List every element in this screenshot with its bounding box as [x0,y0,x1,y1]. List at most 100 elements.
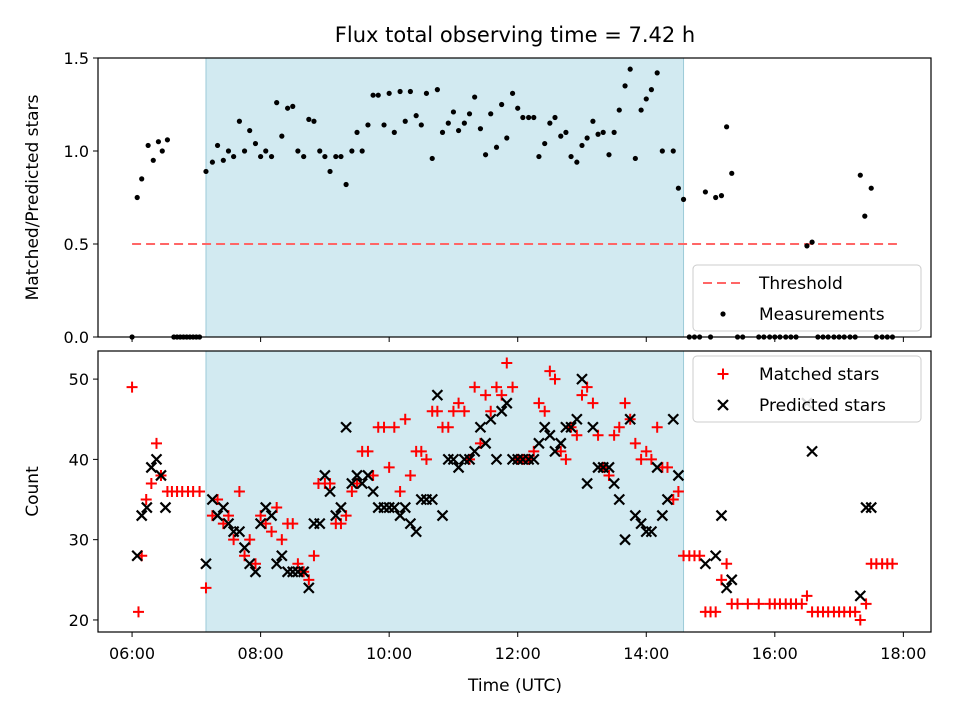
predicted-stars-point [447,453,460,466]
measurements-point [295,148,301,154]
predicted-stars-point [222,517,235,530]
measurements-point [702,189,708,195]
predicted-stars-point [399,501,412,514]
matched-stars-point [276,534,288,546]
predicted-stars-point [259,501,272,514]
matched-stars-point [608,429,620,441]
y-tick-label: 0.5 [64,235,89,254]
predicted-stars-point [709,549,722,562]
matched-stars-point [228,534,240,546]
y-tick-label: 20 [69,611,89,630]
matched-stars-point [672,486,684,497]
matched-stars-point [507,381,519,393]
predicted-stars-point [452,461,465,474]
measurements-point [868,185,874,191]
measurements-point [145,142,151,149]
predicted-stars-point [145,461,158,474]
predicted-stars-point [715,509,728,522]
predicted-stars-point [155,469,167,482]
predicted-stars-point [356,477,368,490]
measurements-point [381,122,387,128]
predicted-stars-point [581,477,593,490]
legend: Matched stars Predicted stars [692,355,922,423]
matched-stars-point [667,494,679,506]
x-tick-label: 12:00 [495,644,541,663]
predicted-stars-point [571,413,583,426]
legend-marker-swatch [717,368,729,380]
predicted-stars-point [394,509,406,522]
x-tick-label: 14:00 [623,644,669,663]
matched-stars-point [645,453,657,465]
matched-stars-point [640,445,652,457]
matched-stars-point [415,445,427,457]
matched-stars-point [710,606,722,618]
predicted-stars-point [495,405,508,417]
predicted-stars-point [667,413,680,426]
predicted-stars-point [200,557,212,570]
matched-stars-point [742,598,754,610]
measurements-point [461,120,467,126]
measurements-point [857,172,863,178]
legend-marker-swatch [717,399,729,411]
predicted-stars-point [141,501,153,514]
predicted-stars-point [501,397,513,409]
matched-stars-point [619,397,631,409]
predicted-stars-point [388,501,401,514]
predicted-stars-point [233,525,246,538]
y-tick-label: 1.0 [64,142,89,161]
measurements-point [627,66,633,72]
matched-stars-point [388,421,400,433]
predicted-stars-point [150,453,163,466]
measurements-point [558,133,564,139]
matched-stars-point [886,558,898,570]
matched-stars-point [560,453,572,465]
x-axis-label: Time (UTC) [467,676,562,696]
predicted-stars-point [533,437,545,450]
measurements-point [515,105,521,111]
measurements-point [659,148,665,154]
measurements-point [338,153,344,160]
predicted-stars-point [211,509,224,522]
y-axis-label: Count [23,466,43,517]
matched-stars-point [383,461,395,473]
predicted-stars-point [661,493,674,506]
matched-stars-point [501,357,513,369]
predicted-stars-point [351,469,363,482]
measurements-point [526,114,532,121]
matched-stars-point [753,598,765,610]
matched-stars-point [613,421,625,433]
predicted-stars-point [249,566,262,578]
predicted-stars-point [206,493,219,506]
predicted-stars-point [613,493,626,506]
matched-stars-point [635,453,647,465]
predicted-stars-point [297,566,310,578]
predicted-stars-point [806,445,818,458]
matched-stars-point [362,445,374,457]
measurements-point [220,157,226,163]
observing-window-shade [205,57,685,338]
measurements-point [231,153,237,160]
measurements-point [455,127,462,134]
measurements-point [155,139,162,145]
measurements-point [429,155,435,162]
matched-stars-point [431,405,443,417]
axes-frame [97,57,932,338]
predicted-stars-point [635,517,647,530]
predicted-stars-point [135,509,148,522]
legend-label: Threshold [758,274,843,294]
measurements-point [150,157,156,163]
predicted-stars-point [484,413,497,426]
y-tick-label: 30 [69,531,89,550]
predicted-stars-point [426,493,439,506]
matched-stars-point [860,598,872,610]
measurements-point [520,114,526,121]
matched-stars-point [420,453,432,465]
y-tick-label: 50 [69,370,89,389]
measurements-point [252,140,259,147]
measurements-point [445,120,451,126]
matched-stars-point [399,413,411,425]
predicted-stars-point [431,389,444,401]
matched-stars-point [694,550,706,562]
measurements-point [804,243,810,249]
y-tick-label: 40 [69,450,89,469]
